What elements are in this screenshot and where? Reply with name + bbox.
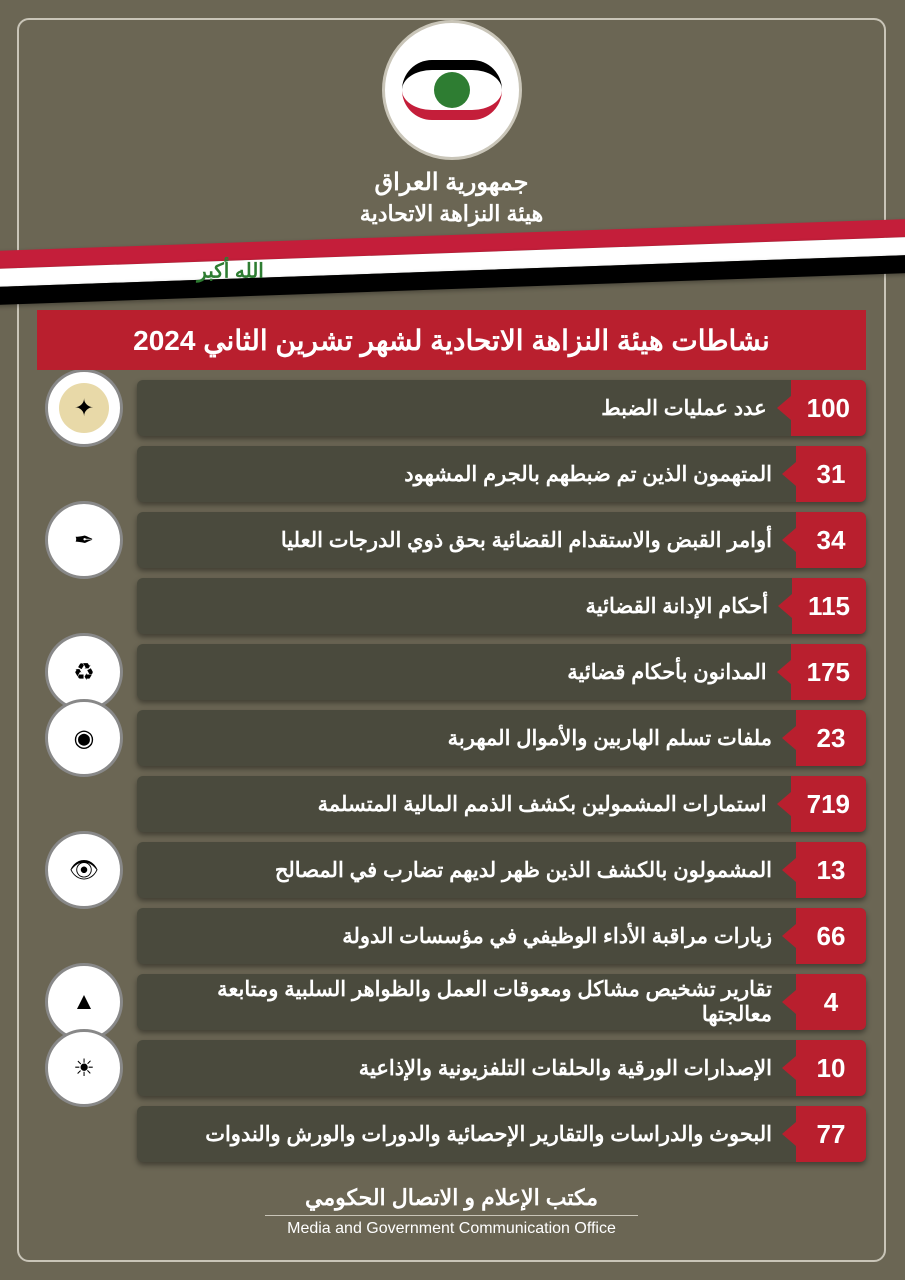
- stat-label: المشمولون بالكشف الذين ظهر لديهم تضارب ف…: [138, 858, 797, 883]
- stat-bar: 31المتهمون الذين تم ضبطهم بالجرم المشهود: [138, 446, 867, 502]
- stat-bar: 10الإصدارات الورقية والحلقات التلفزيونية…: [138, 1040, 867, 1096]
- outer-frame: جمهورية العراق هيئة النزاهة الاتحادية ال…: [18, 18, 887, 1262]
- stat-number: 719: [792, 776, 867, 832]
- stat-number: 4: [797, 974, 867, 1030]
- department-icon: 👁: [46, 831, 124, 909]
- stat-bar: 175المدانون بأحكام قضائية: [138, 644, 867, 700]
- stat-label: تقارير تشخيص مشاكل ومعوقات العمل والظواه…: [138, 977, 797, 1027]
- department-icon: ✦: [46, 369, 124, 447]
- stat-row: 66زيارات مراقبة الأداء الوظيفي في مؤسسات…: [38, 908, 867, 964]
- footer-english: Media and Government Communication Offic…: [20, 1220, 885, 1238]
- stat-bar: 23ملفات تسلم الهاربين والأموال المهربة: [138, 710, 867, 766]
- header-text: جمهورية العراق هيئة النزاهة الاتحادية: [20, 168, 885, 227]
- stat-label: الإصدارات الورقية والحلقات التلفزيونية و…: [138, 1056, 797, 1081]
- stat-row: 719استمارات المشمولين بكشف الذمم المالية…: [38, 776, 867, 832]
- stat-row: 13المشمولون بالكشف الذين ظهر لديهم تضارب…: [38, 842, 867, 898]
- stat-number: 66: [797, 908, 867, 964]
- stat-bar: 115أحكام الإدانة القضائية: [138, 578, 867, 634]
- stat-label: زيارات مراقبة الأداء الوظيفي في مؤسسات ا…: [138, 924, 797, 949]
- logo-eye-icon: [403, 60, 503, 120]
- stat-number: 31: [797, 446, 867, 502]
- takbir-text: الله أكبر: [198, 259, 265, 284]
- stat-bar: 100عدد عمليات الضبط: [138, 380, 867, 436]
- flag-ribbon: الله أكبر: [0, 219, 905, 306]
- stat-bar: 13المشمولون بالكشف الذين ظهر لديهم تضارب…: [138, 842, 867, 898]
- department-icon: ✒: [46, 501, 124, 579]
- stat-number: 13: [797, 842, 867, 898]
- stat-label: استمارات المشمولين بكشف الذمم المالية ال…: [138, 792, 792, 817]
- stat-number: 115: [793, 578, 867, 634]
- stat-row: 77البحوث والدراسات والتقارير الإحصائية و…: [38, 1106, 867, 1162]
- footer-arabic: مكتب الإعلام و الاتصال الحكومي: [266, 1185, 639, 1216]
- stat-label: أوامر القبض والاستقدام القضائية بحق ذوي …: [138, 528, 797, 553]
- department-icon: ◉: [46, 699, 124, 777]
- stat-label: المتهمون الذين تم ضبطهم بالجرم المشهود: [138, 462, 797, 487]
- stat-number: 34: [797, 512, 867, 568]
- stat-label: عدد عمليات الضبط: [138, 396, 792, 421]
- stat-bar: 719استمارات المشمولين بكشف الذمم المالية…: [138, 776, 867, 832]
- stat-number: 10: [797, 1040, 867, 1096]
- stat-bar: 66زيارات مراقبة الأداء الوظيفي في مؤسسات…: [138, 908, 867, 964]
- stat-label: أحكام الإدانة القضائية: [138, 594, 793, 619]
- stat-row: 175المدانون بأحكام قضائية♻: [38, 644, 867, 700]
- main-logo: [383, 20, 523, 160]
- stat-number: 23: [797, 710, 867, 766]
- stat-bar: 77البحوث والدراسات والتقارير الإحصائية و…: [138, 1106, 867, 1162]
- stat-number: 175: [792, 644, 867, 700]
- footer: مكتب الإعلام و الاتصال الحكومي Media and…: [20, 1185, 885, 1238]
- stat-row: 31المتهمون الذين تم ضبطهم بالجرم المشهود: [38, 446, 867, 502]
- stat-row: 23ملفات تسلم الهاربين والأموال المهربة◉: [38, 710, 867, 766]
- stat-row: 10الإصدارات الورقية والحلقات التلفزيونية…: [38, 1040, 867, 1096]
- stat-label: ملفات تسلم الهاربين والأموال المهربة: [138, 726, 797, 751]
- header-country: جمهورية العراق: [20, 168, 885, 197]
- stat-number: 77: [797, 1106, 867, 1162]
- stat-bar: 34أوامر القبض والاستقدام القضائية بحق ذو…: [138, 512, 867, 568]
- stat-row: 4تقارير تشخيص مشاكل ومعوقات العمل والظوا…: [38, 974, 867, 1030]
- stat-number: 100: [792, 380, 867, 436]
- stat-row: 100عدد عمليات الضبط✦: [38, 380, 867, 436]
- header-org: هيئة النزاهة الاتحادية: [20, 201, 885, 227]
- title-text: نشاطات هيئة النزاهة الاتحادية لشهر تشرين…: [134, 324, 771, 357]
- stat-row: 115أحكام الإدانة القضائية: [38, 578, 867, 634]
- stats-list: 100عدد عمليات الضبط✦ 31المتهمون الذين تم …: [38, 380, 867, 1180]
- department-icon: ☀: [46, 1029, 124, 1107]
- stat-label: البحوث والدراسات والتقارير الإحصائية وال…: [138, 1122, 797, 1147]
- title-banner: نشاطات هيئة النزاهة الاتحادية لشهر تشرين…: [38, 310, 867, 370]
- stat-bar: 4تقارير تشخيص مشاكل ومعوقات العمل والظوا…: [138, 974, 867, 1030]
- stat-row: 34أوامر القبض والاستقدام القضائية بحق ذو…: [38, 512, 867, 568]
- stat-label: المدانون بأحكام قضائية: [138, 660, 792, 685]
